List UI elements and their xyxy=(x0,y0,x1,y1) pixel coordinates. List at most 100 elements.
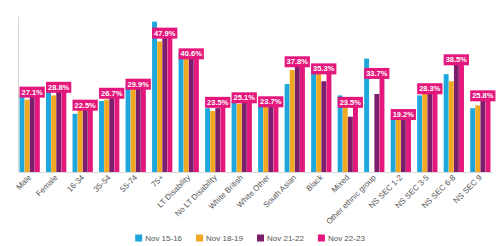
x-tick-label: Male xyxy=(14,173,33,192)
bar xyxy=(189,53,194,172)
data-label: 23.5% xyxy=(338,97,363,108)
bar xyxy=(326,72,331,172)
bar xyxy=(316,67,321,172)
bar xyxy=(427,91,432,172)
x-tick-label: 35-54 xyxy=(92,173,113,194)
legend-label: Nov 21-22 xyxy=(267,234,304,243)
series-bars xyxy=(20,22,476,172)
data-label-box xyxy=(99,88,124,99)
data-label: 35.3% xyxy=(311,63,336,74)
x-tick-label: South Asian xyxy=(262,173,299,210)
data-label-box xyxy=(391,109,416,120)
bar xyxy=(232,101,237,172)
data-label-box xyxy=(258,96,283,107)
bar xyxy=(104,100,109,172)
x-tick-label: Black xyxy=(304,172,325,193)
data-label: 37.8% xyxy=(285,56,310,67)
bar xyxy=(99,101,104,172)
x-tick: No LT Disability xyxy=(173,172,218,219)
data-label-box xyxy=(444,54,469,65)
bar xyxy=(263,104,268,172)
bar xyxy=(480,100,485,172)
x-tick: NS SEC 6-8 xyxy=(420,172,458,210)
x-axis-line xyxy=(19,172,493,173)
data-label: 29.9% xyxy=(126,79,151,90)
data-label: 47.9% xyxy=(152,28,177,39)
data-label: 19.2% xyxy=(391,109,416,120)
legend-item: Nov 18-19 xyxy=(196,234,243,243)
bar xyxy=(61,90,66,172)
bar xyxy=(83,108,88,172)
data-labels: 27.1%28.8%22.5%26.7%29.9%47.9%40.6%23.5%… xyxy=(20,28,496,120)
data-label: 40.6% xyxy=(179,48,204,59)
bar xyxy=(311,64,316,172)
x-tick: 55-74 xyxy=(118,172,139,194)
bar xyxy=(56,90,61,172)
bar xyxy=(78,110,83,172)
bar xyxy=(295,66,300,172)
data-label-box xyxy=(338,97,363,108)
bar xyxy=(348,117,353,172)
bar xyxy=(396,118,401,172)
data-label: 23.7% xyxy=(258,96,283,107)
bar xyxy=(380,76,385,172)
x-tick-label: NS SEC 6-8 xyxy=(420,173,458,211)
data-label-text: 29.9% xyxy=(128,80,150,89)
bar xyxy=(25,100,30,172)
x-tick: Black xyxy=(304,172,325,193)
bar xyxy=(406,118,411,172)
data-label-text: 23.5% xyxy=(340,98,362,107)
bar xyxy=(131,88,136,172)
bar xyxy=(391,118,396,172)
bar xyxy=(109,97,114,172)
data-label-text: 37.8% xyxy=(287,57,309,66)
data-label-text: 23.5% xyxy=(207,98,229,107)
bar xyxy=(51,95,56,172)
data-label-box xyxy=(205,97,230,108)
x-tick-label: 55-74 xyxy=(118,173,139,194)
bars xyxy=(20,22,491,172)
data-label-text: 26.7% xyxy=(101,89,123,98)
data-label: 25.1% xyxy=(232,92,257,103)
bar xyxy=(205,108,210,172)
bar xyxy=(273,105,278,172)
x-tick: South Asian xyxy=(262,172,299,210)
bar xyxy=(141,87,146,172)
bar xyxy=(321,81,326,172)
data-label: 22.5% xyxy=(73,100,98,111)
plot-area: MaleFemale16-3435-5455-7475+LT Disabilit… xyxy=(14,17,495,227)
data-label-text: 35.3% xyxy=(313,64,335,73)
series-bars xyxy=(30,36,486,172)
legend-label: Nov 15-16 xyxy=(145,234,182,243)
bar xyxy=(126,85,131,172)
x-tick: 35-54 xyxy=(92,172,113,194)
bar xyxy=(46,90,51,172)
data-label-box xyxy=(152,28,177,39)
data-label: 25.8% xyxy=(470,90,495,101)
bar xyxy=(454,61,459,172)
series-bars xyxy=(25,42,481,172)
data-label-text: 40.6% xyxy=(181,49,203,58)
data-label: 28.8% xyxy=(46,82,71,93)
x-tick-label: No LT Disability xyxy=(173,173,218,218)
bar xyxy=(30,95,35,172)
legend-item: Nov 15-16 xyxy=(135,234,182,243)
bar xyxy=(374,94,379,172)
y-axis xyxy=(18,17,19,173)
x-tick-label: NS SEC 9 xyxy=(452,173,485,206)
legend: Nov 15-16Nov 18-19Nov 21-22Nov 22-23 xyxy=(135,234,365,243)
legend-swatch xyxy=(196,235,203,242)
bar xyxy=(449,81,454,172)
chart: MaleFemale16-3435-5455-7475+LT Disabilit… xyxy=(0,0,500,246)
bar xyxy=(184,56,189,172)
bar xyxy=(343,100,348,172)
x-tick-label: 75+ xyxy=(150,173,166,189)
data-label-text: 47.9% xyxy=(154,29,176,38)
x-tick: Mixed xyxy=(330,172,351,195)
data-label-box xyxy=(46,82,71,93)
data-label-box xyxy=(232,92,257,103)
data-label-box xyxy=(417,83,442,94)
data-label-box xyxy=(126,79,151,90)
bar xyxy=(268,105,273,172)
legend-item: Nov 21-22 xyxy=(257,234,304,243)
